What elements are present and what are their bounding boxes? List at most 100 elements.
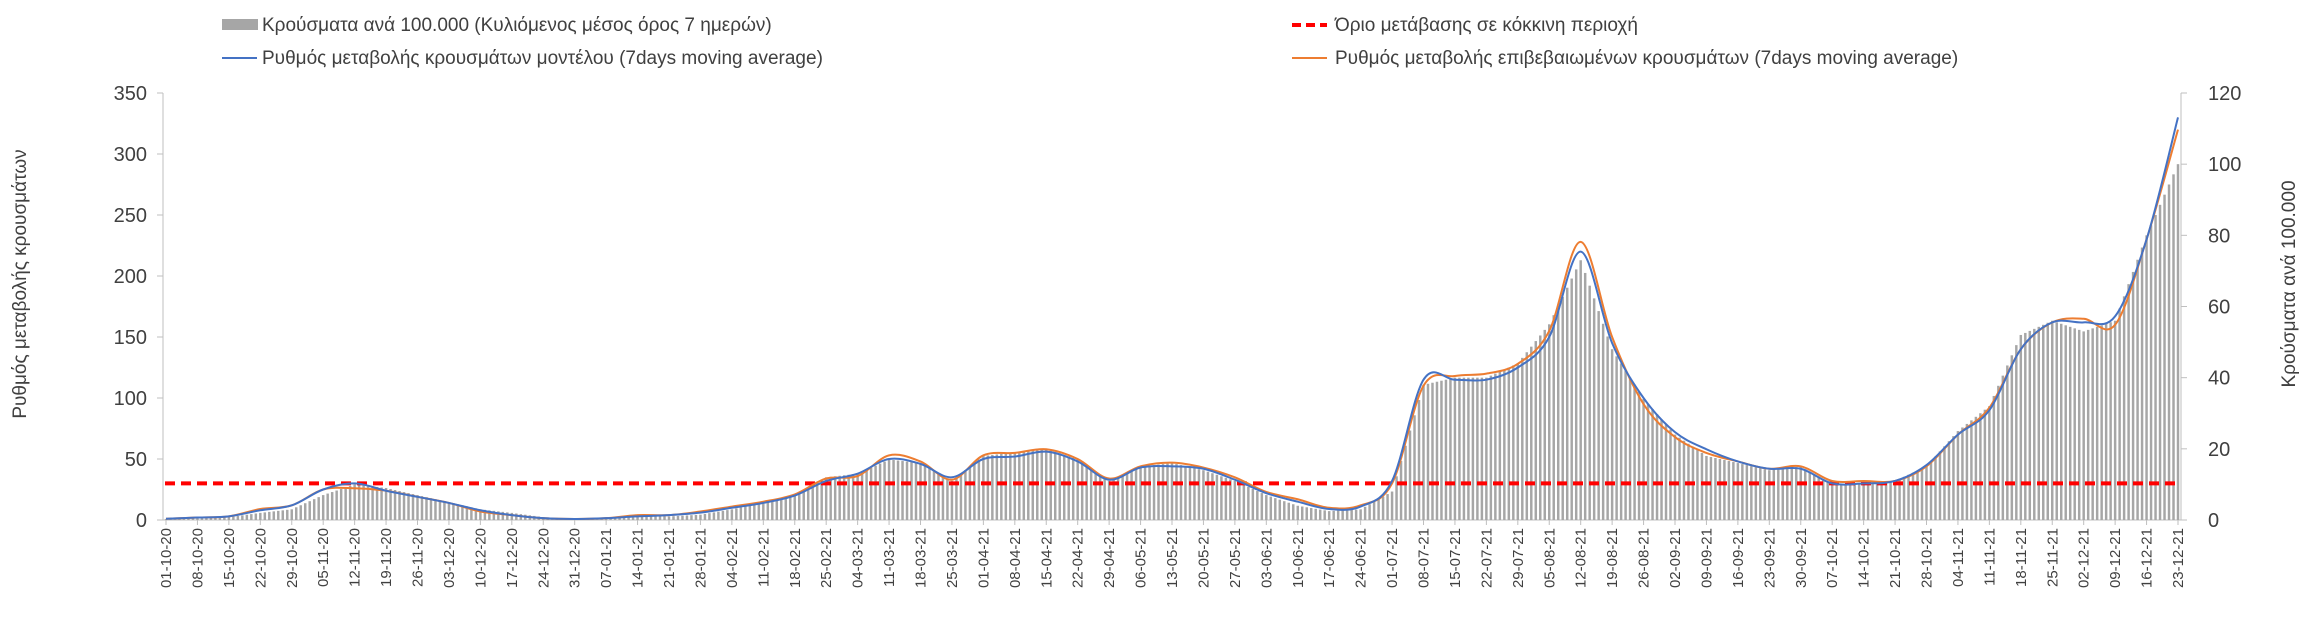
y-left-tick-label: 0: [136, 510, 147, 532]
case-bar: [793, 495, 796, 520]
case-bar: [434, 499, 437, 520]
legend-label-threshold: Όριο μετάβασης σε κόκκινη περιοχή: [1334, 15, 1638, 36]
case-bar: [218, 517, 222, 520]
case-bar: [726, 510, 729, 520]
case-bar: [1777, 469, 1780, 520]
case-bar: [1723, 460, 1726, 520]
case-bar: [2077, 329, 2081, 520]
case-bar: [1332, 510, 1335, 520]
x-tick-label: 30-09-21: [1793, 528, 1810, 588]
x-axis-ticks: 01-10-20 08-10-20 15-10-20 22-10-20 29-10-20…: [158, 520, 2187, 588]
case-bar: [1161, 464, 1165, 520]
case-bar: [1354, 509, 1358, 520]
case-bar: [241, 515, 244, 520]
case-bar: [1233, 480, 1237, 520]
case-bar: [802, 490, 805, 520]
case-bar: [232, 516, 235, 520]
case-bar: [2082, 331, 2085, 520]
case-bar: [869, 467, 873, 520]
case-bar: [1893, 480, 1897, 520]
x-tick-label: 07-10-21: [1824, 528, 1841, 588]
case-bar: [1961, 427, 1964, 520]
case-bar: [1220, 476, 1223, 520]
case-bar: [991, 454, 994, 520]
case-bar: [905, 461, 909, 520]
case-bar: [389, 488, 392, 520]
case-bar: [1112, 478, 1115, 520]
x-tick-label: 07-01-21: [598, 528, 615, 588]
case-bar: [1565, 287, 1569, 520]
x-tick-label: 04-11-21: [1950, 528, 1967, 587]
x-tick-label: 19-11-20: [378, 528, 395, 587]
case-bar: [1678, 437, 1681, 520]
case-bar: [348, 485, 352, 520]
case-bar: [959, 473, 963, 520]
case-bar: [1103, 477, 1106, 520]
case-bar: [919, 463, 922, 520]
case-bar: [1812, 474, 1816, 520]
case-bar: [1979, 413, 1982, 520]
case-bar: [461, 505, 464, 520]
case-bar: [366, 485, 370, 520]
case-bar: [1534, 341, 1538, 520]
case-bar: [344, 487, 347, 520]
x-tick-label: 27-05-21: [1227, 528, 1244, 588]
case-bar: [1637, 391, 1641, 520]
case-bar: [829, 476, 832, 520]
case-bar: [1076, 459, 1079, 520]
case-bar: [1121, 474, 1124, 520]
case-bar: [2046, 322, 2049, 520]
y-axis-right-title: Κρούσματα ανά 100.000: [2279, 180, 2300, 387]
case-bar: [730, 509, 734, 520]
case-bar: [1314, 508, 1317, 520]
case-bar: [2149, 225, 2153, 520]
case-bar: [964, 470, 967, 520]
case-bar: [1143, 466, 1147, 520]
case-bar: [950, 480, 954, 520]
case-bar: [847, 474, 850, 520]
case-bar: [1628, 377, 1632, 520]
case-bar: [1058, 453, 1061, 520]
case-bar: [1619, 363, 1623, 520]
case-bar: [1750, 466, 1753, 520]
case-bar: [1826, 481, 1829, 520]
case-bar: [281, 510, 285, 520]
case-bar: [1390, 491, 1394, 520]
x-tick-label: 01-04-21: [975, 528, 992, 588]
case-bar: [353, 484, 356, 520]
case-bar: [1592, 298, 1596, 520]
case-bar: [1790, 467, 1794, 520]
x-tick-label: 21-01-21: [661, 528, 678, 588]
x-tick-label: 17-06-21: [1321, 528, 1338, 588]
case-bar: [1911, 472, 1915, 520]
case-bar: [1485, 377, 1488, 520]
case-bar: [901, 461, 904, 520]
case-bar: [223, 517, 226, 520]
case-bar: [465, 506, 469, 520]
case-bar: [1633, 384, 1636, 520]
case-bar: [1947, 441, 1951, 520]
case-bar: [2059, 323, 2063, 520]
y-right-tick-label: 80: [2208, 225, 2230, 247]
case-bar: [1795, 467, 1798, 520]
case-bar: [1494, 373, 1497, 520]
case-bar: [1727, 461, 1731, 520]
case-bar: [1610, 349, 1614, 520]
case-bar: [245, 514, 249, 520]
case-bar: [402, 492, 406, 520]
case-bar: [762, 502, 765, 520]
case-bar: [2118, 308, 2121, 520]
case-bar: [200, 517, 204, 520]
case-bar: [2001, 375, 2005, 520]
case-bar: [1368, 504, 1371, 520]
case-bar: [2104, 323, 2108, 520]
case-bar: [1669, 429, 1672, 520]
case-bar: [1920, 468, 1924, 520]
x-tick-label: 25-03-21: [944, 528, 961, 588]
case-bar: [1570, 278, 1573, 520]
case-bar: [1844, 484, 1847, 520]
case-bar: [488, 510, 491, 520]
case-bar: [1817, 476, 1820, 520]
case-bar: [1498, 371, 1502, 520]
case-bar: [1516, 363, 1520, 520]
